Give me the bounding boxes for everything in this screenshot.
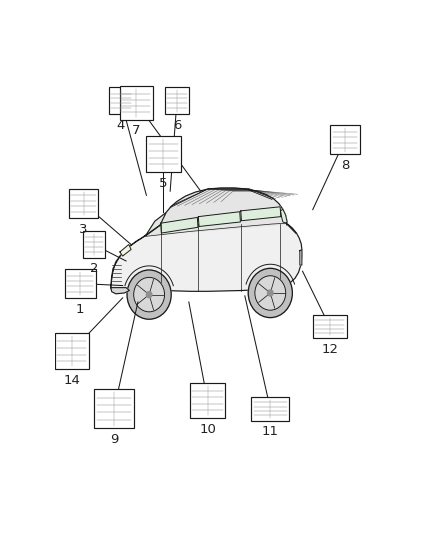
FancyBboxPatch shape: [109, 87, 133, 115]
Polygon shape: [146, 188, 287, 236]
FancyBboxPatch shape: [69, 189, 98, 218]
Ellipse shape: [255, 276, 286, 310]
Text: 3: 3: [79, 223, 88, 236]
FancyBboxPatch shape: [165, 87, 189, 115]
Polygon shape: [146, 213, 166, 236]
Polygon shape: [300, 249, 302, 265]
Text: 2: 2: [89, 262, 98, 275]
Ellipse shape: [248, 268, 293, 318]
Ellipse shape: [134, 277, 165, 312]
FancyBboxPatch shape: [330, 125, 360, 155]
Text: 4: 4: [117, 119, 125, 132]
Polygon shape: [241, 207, 281, 221]
Text: 1: 1: [76, 303, 85, 316]
Text: 10: 10: [199, 423, 216, 435]
Polygon shape: [111, 209, 302, 292]
FancyBboxPatch shape: [65, 269, 95, 298]
Ellipse shape: [268, 290, 273, 296]
FancyBboxPatch shape: [83, 231, 105, 257]
Text: 6: 6: [173, 119, 181, 132]
FancyBboxPatch shape: [251, 397, 289, 421]
Text: 8: 8: [341, 159, 349, 172]
FancyBboxPatch shape: [146, 136, 180, 172]
Polygon shape: [280, 209, 287, 225]
Ellipse shape: [146, 292, 152, 298]
Polygon shape: [111, 288, 130, 294]
FancyBboxPatch shape: [55, 333, 89, 369]
FancyBboxPatch shape: [95, 389, 134, 429]
Text: 5: 5: [159, 177, 168, 190]
FancyBboxPatch shape: [190, 383, 226, 418]
Polygon shape: [111, 219, 162, 288]
Text: 9: 9: [110, 433, 118, 446]
FancyBboxPatch shape: [120, 86, 152, 119]
Text: 11: 11: [262, 425, 279, 438]
Polygon shape: [161, 217, 198, 233]
FancyBboxPatch shape: [313, 315, 347, 338]
Text: 7: 7: [132, 124, 141, 137]
Text: 14: 14: [63, 374, 80, 387]
Text: 12: 12: [321, 343, 338, 356]
Ellipse shape: [127, 270, 171, 319]
Polygon shape: [198, 212, 240, 227]
Polygon shape: [120, 245, 131, 256]
